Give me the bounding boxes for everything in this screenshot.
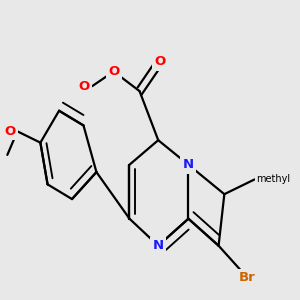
Text: N: N [153,239,164,252]
Text: O: O [5,125,16,138]
Text: O: O [154,55,165,68]
Text: Br: Br [239,271,256,284]
Text: O: O [78,80,89,93]
Text: O: O [108,65,119,78]
Text: methyl: methyl [256,174,290,184]
Text: N: N [183,158,194,171]
